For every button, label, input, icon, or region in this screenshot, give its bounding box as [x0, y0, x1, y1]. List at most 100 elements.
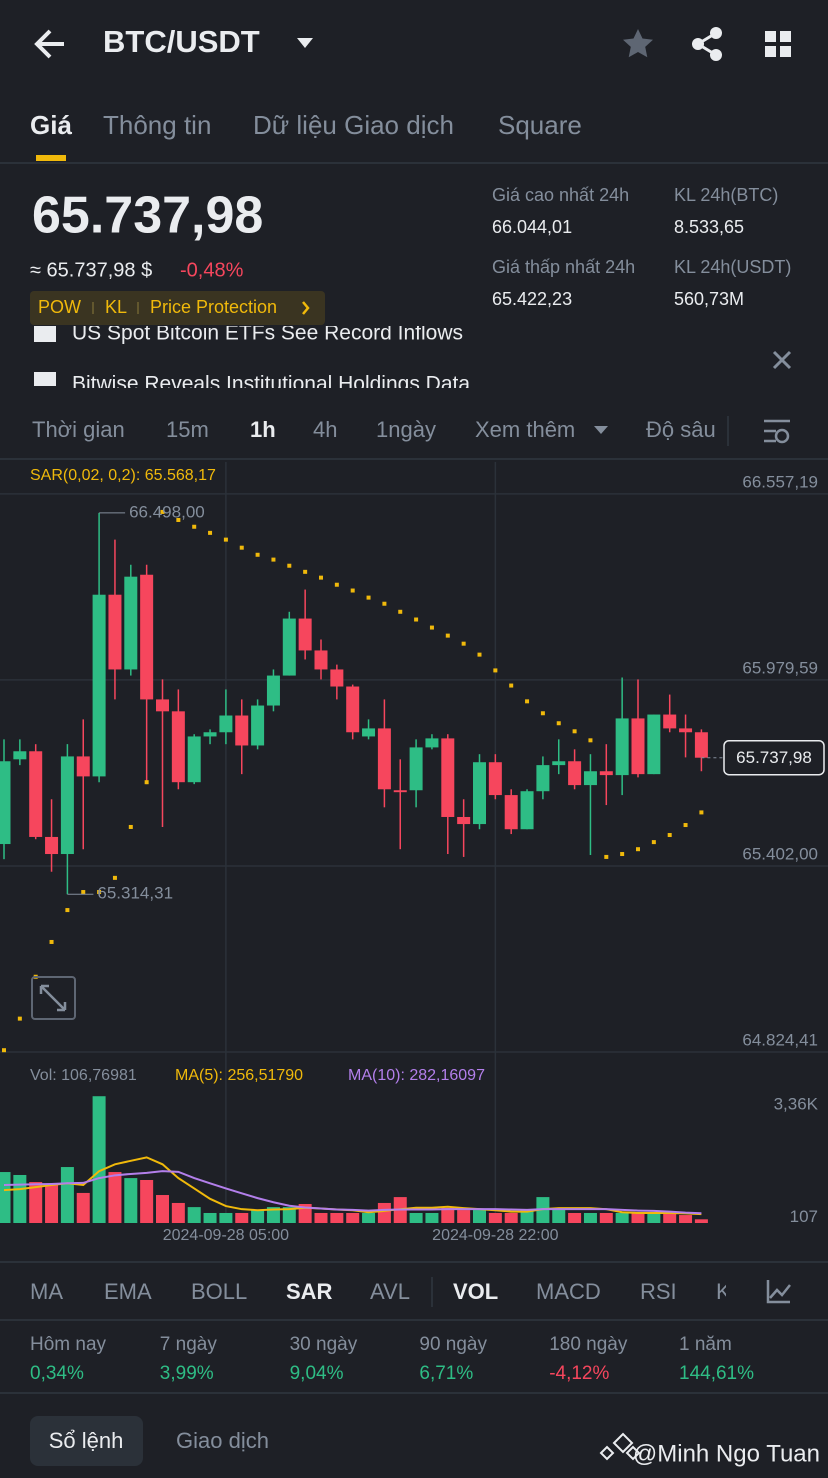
- layout-icon[interactable]: [765, 31, 791, 57]
- indicator-tab[interactable]: AVL: [370, 1279, 410, 1304]
- performance-label: Hôm nay: [30, 1334, 107, 1355]
- interval[interactable]: 1h: [250, 417, 276, 442]
- volume-bar: [13, 1174, 27, 1223]
- more-dropdown[interactable]: [594, 426, 608, 434]
- indicator-tab[interactable]: RSI: [640, 1279, 677, 1304]
- interval[interactable]: 4h: [313, 417, 337, 442]
- volume-bar: [45, 1185, 59, 1223]
- interval[interactable]: Xem thêm: [475, 417, 575, 442]
- tab[interactable]: Giá: [30, 110, 72, 140]
- tab[interactable]: Dữ liệu Giao dịch: [253, 110, 454, 140]
- volume-bar: [60, 1167, 74, 1223]
- interval[interactable]: Độ sâu: [646, 417, 716, 442]
- indicator-tab[interactable]: K: [716, 1279, 731, 1304]
- candle-body: [124, 576, 138, 670]
- candle-body: [615, 718, 629, 776]
- chart: 66.557,19 65.979,59 65.402,00 64.824,41 2024…: [0, 462, 828, 1244]
- expand-icon[interactable]: [31, 976, 76, 1020]
- volume-bar: [599, 1212, 613, 1223]
- sar-dot: [176, 517, 181, 522]
- pair-title[interactable]: BTC/USDT: [103, 24, 260, 59]
- sar-dot: [192, 524, 197, 529]
- high-marker-label: 66.498,00: [129, 502, 205, 521]
- interval[interactable]: 15m: [166, 417, 209, 442]
- candle-body: [441, 738, 455, 817]
- y-tick-label: 64.824,41: [742, 1030, 818, 1049]
- tab[interactable]: Square: [498, 110, 582, 140]
- volume-bar: [488, 1212, 502, 1223]
- candle-body: [60, 756, 74, 855]
- indicator-bar: MA EMA BOLL SAR AVL VOL MACD RSI K: [30, 1279, 731, 1304]
- candle-body: [346, 686, 360, 733]
- sar-dot: [493, 668, 498, 673]
- candle-body: [583, 771, 597, 786]
- stat-value: 8.533,65: [674, 217, 744, 237]
- volume-bar: [92, 1096, 106, 1223]
- performance-value: -4,12%: [549, 1363, 609, 1384]
- back-button[interactable]: [34, 29, 64, 59]
- sar-dot: [572, 729, 577, 734]
- chart-settings-icon[interactable]: [764, 419, 790, 444]
- y-tick-label: 66.557,19: [742, 472, 818, 491]
- interval[interactable]: 1ngày: [376, 417, 436, 442]
- volume-bar: [203, 1212, 217, 1223]
- news-item[interactable]: US Spot Bitcoin ETFs See Record Inflows: [72, 322, 463, 345]
- watermark-logo: [599, 1432, 641, 1461]
- volume-bar: [187, 1207, 201, 1223]
- sar-dot: [604, 854, 609, 859]
- volume-bar: [694, 1219, 708, 1223]
- news-icon: [34, 372, 56, 386]
- indicator-tab[interactable]: MA: [30, 1279, 63, 1304]
- candle-body: [631, 718, 645, 775]
- candle-body: [156, 699, 169, 712]
- volume-bar: [219, 1212, 233, 1223]
- candle-body: [298, 618, 312, 651]
- volume-bar: [425, 1212, 439, 1223]
- indicator-tab[interactable]: BOLL: [191, 1279, 247, 1304]
- indicator-settings-icon[interactable]: [766, 1280, 791, 1304]
- tab[interactable]: Thông tin: [103, 110, 211, 140]
- trades-label[interactable]: Giao dịch: [176, 1428, 269, 1453]
- last-price-box: [723, 739, 825, 776]
- tag-arrow: [302, 301, 310, 315]
- candle-body: [187, 736, 201, 783]
- candle-body: [13, 751, 27, 760]
- sar-dot: [414, 617, 419, 622]
- favorite-icon[interactable]: [623, 29, 653, 58]
- candle-body: [314, 650, 328, 670]
- news-icon: [34, 326, 56, 342]
- pair-dropdown[interactable]: [297, 38, 313, 48]
- volume-bar: [520, 1210, 534, 1223]
- y-tick-label: 65.402,00: [742, 844, 818, 863]
- order-book-label[interactable]: Sổ lệnh: [49, 1428, 124, 1453]
- candle-body: [140, 574, 154, 700]
- sar-dot: [667, 833, 672, 838]
- stat-value: 560,73M: [674, 289, 744, 309]
- volume-bar: [504, 1212, 518, 1223]
- watermark: @Minh Ngo Tuan: [633, 1440, 820, 1467]
- candle-body: [108, 594, 122, 670]
- close-news[interactable]: [772, 350, 792, 370]
- sar-dot: [2, 1048, 6, 1053]
- low-marker-label: 65.314,31: [97, 884, 173, 903]
- tag-box[interactable]: [30, 291, 325, 325]
- candle-body: [663, 714, 677, 729]
- sar-dot: [636, 847, 640, 852]
- interval[interactable]: Thời gian: [32, 417, 125, 442]
- fiat-price: ≈ 65.737,98 $: [30, 259, 152, 281]
- share-icon[interactable]: [692, 27, 722, 61]
- volume-bar: [266, 1207, 280, 1223]
- volume-bar: [473, 1210, 486, 1223]
- indicator-tab[interactable]: EMA: [104, 1279, 152, 1304]
- order-book-button[interactable]: [30, 1416, 143, 1466]
- volume-tick-label: 107: [790, 1207, 818, 1226]
- indicator-tab[interactable]: MACD: [536, 1279, 601, 1304]
- candle-body: [29, 751, 43, 837]
- performance-label: 90 ngày: [419, 1334, 487, 1355]
- candle-body: [552, 761, 566, 766]
- indicator-tab[interactable]: SAR: [286, 1279, 333, 1304]
- news-item[interactable]: Bitwise Reveals Institutional Holdings D…: [72, 373, 470, 396]
- sar-dot: [255, 552, 260, 557]
- indicator-tab[interactable]: VOL: [453, 1279, 498, 1304]
